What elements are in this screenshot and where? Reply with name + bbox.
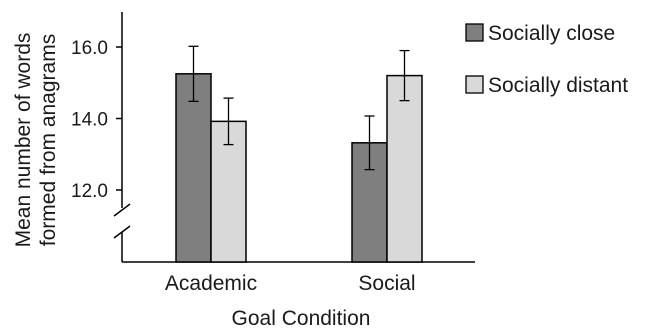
legend-label: Socially distant <box>488 74 628 97</box>
y-axis-label: Mean number of words formed from anagram… <box>12 33 60 248</box>
y-axis-label-line-1: Mean number of words <box>12 33 35 248</box>
x-ticks: Academic Social <box>165 272 416 295</box>
legend: Socially close Socially distant <box>465 22 628 97</box>
bar <box>175 73 212 263</box>
legend-label: Socially close <box>488 22 615 45</box>
error-bar <box>188 45 199 102</box>
x-tick-label: Social <box>358 272 415 295</box>
error-bar <box>399 49 410 102</box>
y-tick-label: 12.0 <box>71 181 108 202</box>
axis-break-marker <box>113 203 131 239</box>
y-tick-label: 14.0 <box>71 110 108 131</box>
bars-group <box>175 45 423 263</box>
error-bar <box>364 115 375 171</box>
y-tick-label: 16.0 <box>71 38 108 59</box>
legend-swatch <box>465 75 484 94</box>
x-tick-label: Academic <box>165 272 257 295</box>
x-axis-label: Goal Condition <box>232 307 371 330</box>
y-ticks: 12.0 14.0 16.0 <box>71 38 122 202</box>
error-bar <box>223 97 234 146</box>
legend-swatch <box>465 23 484 42</box>
y-axis-label-line-2: formed from anagrams <box>37 34 60 246</box>
bar <box>386 74 423 263</box>
